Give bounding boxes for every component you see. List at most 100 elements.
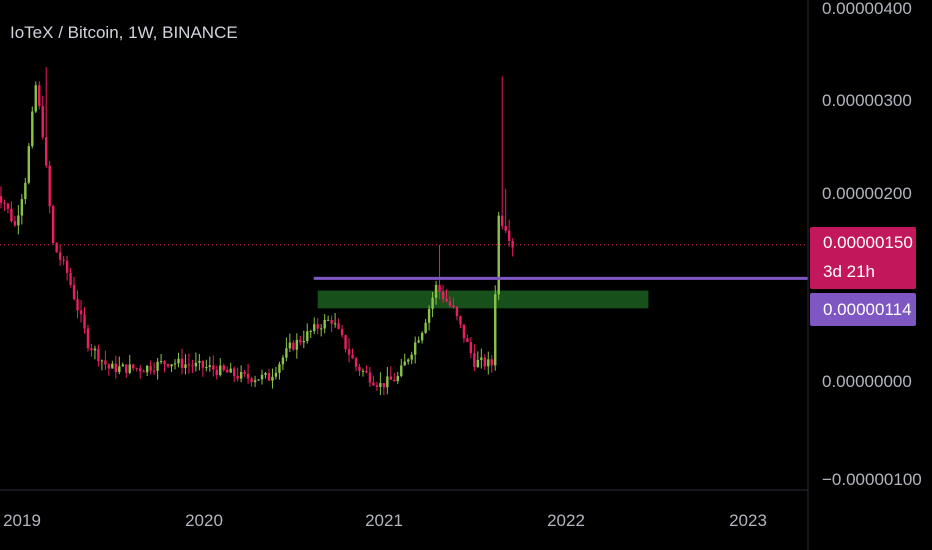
candle-down <box>149 365 152 371</box>
candle-up <box>257 379 260 381</box>
candle-up <box>111 363 114 369</box>
candle-down <box>292 342 295 350</box>
candle-down <box>0 196 3 203</box>
candle-up <box>281 357 285 365</box>
candle-up <box>427 308 431 323</box>
candle-up <box>285 348 288 358</box>
candle-down <box>38 85 41 107</box>
candle-down <box>125 364 128 373</box>
candle-up <box>27 146 31 183</box>
candle-down <box>459 316 462 325</box>
candle-up <box>100 360 104 362</box>
candle-down <box>389 376 393 380</box>
candle-down <box>354 358 358 367</box>
time-tick-label: 2022 <box>547 511 585 530</box>
price-tick-label: 0.00000400 <box>822 0 912 18</box>
candle-down <box>76 299 79 311</box>
candle-down <box>114 363 118 373</box>
candle-up <box>128 364 131 373</box>
candle-down <box>10 208 13 222</box>
candle-up <box>274 372 278 377</box>
candle-down <box>501 215 504 226</box>
candle-up <box>431 297 434 309</box>
candle-up <box>159 361 163 363</box>
candle-down <box>250 378 253 383</box>
candle-down <box>469 341 473 354</box>
candle-up <box>219 365 222 376</box>
candle-down <box>6 203 10 209</box>
candle-up <box>497 215 500 295</box>
candle-up <box>313 324 316 332</box>
candle-down <box>138 368 142 372</box>
candle-up <box>302 341 305 343</box>
candle-down <box>72 285 76 300</box>
candle-up <box>177 358 180 364</box>
candle-up <box>194 362 198 367</box>
candle-down <box>142 371 145 373</box>
candle-down <box>51 206 55 244</box>
candle-up <box>121 364 124 367</box>
candle-down <box>344 335 347 350</box>
candle-down <box>3 202 6 204</box>
candle-down <box>152 370 156 372</box>
candle-down <box>375 385 379 387</box>
candle-up <box>420 332 424 341</box>
last-price-value: 0.00000150 <box>823 233 913 252</box>
candle-up <box>17 215 20 226</box>
candle-down <box>438 284 441 292</box>
candle-up <box>476 359 480 368</box>
candle-down <box>448 301 452 306</box>
candle-down <box>83 314 86 329</box>
candle-up <box>278 364 281 373</box>
time-tick-label: 2019 <box>3 511 41 530</box>
time-tick-label: 2023 <box>729 511 767 530</box>
candle-up <box>118 366 121 373</box>
candle-up <box>400 365 403 377</box>
candle-up <box>386 376 389 388</box>
candle-up <box>480 357 483 360</box>
candle-up <box>379 383 382 387</box>
candle-down <box>187 364 191 366</box>
candle-down <box>107 364 111 369</box>
candle-down <box>382 383 386 388</box>
candle-up <box>396 376 399 382</box>
chart-title: IoTeX / Bitcoin, 1W, BINANCE <box>10 23 238 42</box>
candle-down <box>132 364 135 369</box>
candle-up <box>413 342 417 355</box>
candle-down <box>340 328 344 336</box>
candle-down <box>246 373 250 379</box>
candle-down <box>316 324 319 329</box>
candle-up <box>184 364 187 369</box>
candle-up <box>494 294 497 366</box>
candle-down <box>365 370 368 373</box>
candle-up <box>434 284 438 298</box>
candle-up <box>205 367 208 369</box>
candle-up <box>271 376 274 381</box>
level-price-badge: 0.00000114 <box>810 293 916 326</box>
candle-down <box>393 379 396 382</box>
candle-down <box>483 357 486 367</box>
candle-down <box>201 361 205 368</box>
candle-down <box>180 358 184 369</box>
candle-up <box>407 359 410 362</box>
candle-down <box>232 368 236 376</box>
candle-up <box>295 339 299 350</box>
candle-down <box>368 372 372 383</box>
candle-up <box>170 364 173 367</box>
candle-up <box>239 372 243 379</box>
candle-up <box>403 361 406 366</box>
candle-up <box>424 322 427 333</box>
candle-down <box>507 230 511 241</box>
candle-down <box>267 373 271 381</box>
candle-down <box>212 365 215 370</box>
candle-down <box>358 366 361 372</box>
candle-down <box>337 323 340 329</box>
candle-down <box>55 243 58 253</box>
candle-down <box>79 310 83 315</box>
candle-down <box>243 372 246 374</box>
candle-up <box>173 363 177 365</box>
bar-countdown: 3d 21h <box>823 262 875 281</box>
candle-down <box>226 369 229 373</box>
